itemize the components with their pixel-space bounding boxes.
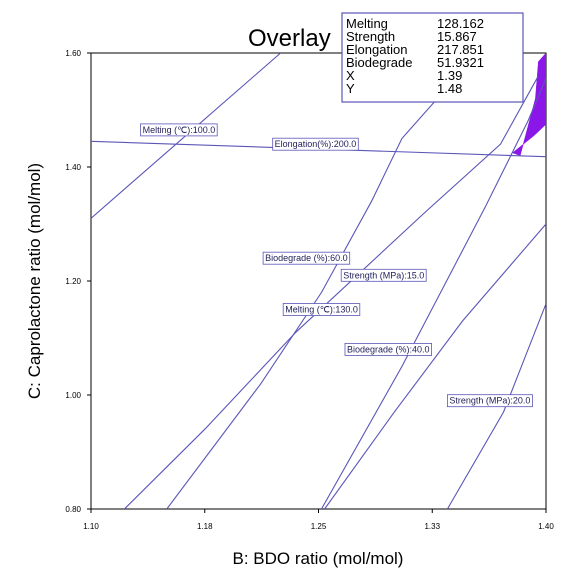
info-row-name: Y — [346, 81, 355, 96]
info-row-value: 15.867 — [437, 29, 477, 44]
contour-label-text: Biodegrade (%):60.0 — [265, 253, 348, 263]
contour-label-text: Strength (MPa):15.0 — [343, 270, 424, 280]
y-tick-label: 1.60 — [65, 49, 81, 58]
y-tick-label: 0.80 — [65, 505, 81, 514]
contour-label-text: Biodegrade (%):40.0 — [347, 344, 430, 354]
x-axis-ticks: 1.10 1.18 1.25 1.33 1.40 — [83, 509, 554, 531]
contour-label-text: Melting (℃):100.0 — [143, 125, 216, 135]
x-tick-label: 1.10 — [83, 522, 99, 531]
contour-label-box — [262, 251, 351, 265]
x-axis-label: B: BDO ratio (mol/mol) — [233, 549, 404, 568]
contour-label: Melting (℃):100.0 — [140, 123, 218, 137]
contour-line-strength-mpa-20-0 — [446, 303, 546, 509]
contour-label-box — [344, 342, 432, 356]
y-axis-label: C: Caprolactone ratio (mol/mol) — [25, 163, 44, 399]
contour-label-text: Melting (℃):130.0 — [285, 305, 358, 315]
contour-label: Biodegrade (%):60.0 — [262, 251, 351, 265]
contour-label-layer: Melting (℃):100.0 Melting (℃):130.0 Elonga… — [140, 123, 533, 408]
plot-content — [91, 53, 546, 509]
contour-line-biodegrade-40-0 — [324, 223, 546, 509]
y-tick-label: 1.40 — [65, 163, 81, 172]
contour-label-box — [272, 137, 359, 151]
x-tick-label: 1.18 — [197, 522, 213, 531]
region-layer — [512, 53, 546, 156]
x-tick-label: 1.25 — [311, 522, 327, 531]
x-tick-label: 1.33 — [424, 522, 440, 531]
info-row-value: 217.851 — [437, 42, 484, 57]
info-row-name: Melting — [346, 16, 388, 31]
y-tick-label: 1.20 — [65, 277, 81, 286]
info-box: Melting 128.162 Strength 15.867 Elongation 21… — [341, 12, 524, 103]
contour-label-text: Strength (MPa):20.0 — [449, 396, 530, 406]
contour-line-melting-130-0 — [166, 53, 479, 509]
info-rows: Melting 128.162 Strength 15.867 Elongation 21… — [346, 16, 484, 96]
feasible-region — [512, 53, 546, 156]
info-box-frame — [341, 12, 524, 103]
x-tick-label: 1.40 — [538, 522, 554, 531]
contour-label-text: Elongation(%):200.0 — [275, 139, 357, 149]
contour-label: Biodegrade (%):40.0 — [344, 342, 432, 356]
plot-area — [90, 52, 547, 510]
contour-label-box — [282, 303, 361, 316]
contour-line-strength-mpa-15-0 — [321, 78, 546, 509]
contour-label: Melting (℃):130.0 — [282, 303, 361, 316]
y-axis-ticks: 0.80 1.00 1.20 1.40 1.60 — [65, 49, 91, 514]
info-row-value: 1.39 — [437, 68, 462, 83]
contour-label-box — [140, 123, 218, 137]
info-row-value: 51.9321 — [437, 55, 484, 70]
y-tick-label: 1.00 — [65, 391, 81, 400]
contour-label: Strength (MPa):15.0 — [340, 268, 427, 282]
info-row-name: Biodegrade — [346, 55, 413, 70]
contour-label: Strength (MPa):20.0 — [446, 394, 533, 408]
contour-layer — [91, 53, 546, 509]
contour-label-box — [340, 268, 427, 282]
info-row-value: 128.162 — [437, 16, 484, 31]
contour-label-box — [446, 394, 533, 408]
info-row-name: Strength — [346, 29, 395, 44]
contour-label: Elongation(%):200.0 — [272, 137, 359, 151]
chart-title: Overlay — [248, 25, 331, 52]
info-row-name: X — [346, 68, 355, 83]
info-row-name: Elongation — [346, 42, 407, 57]
info-row-value: 1.48 — [437, 81, 462, 96]
